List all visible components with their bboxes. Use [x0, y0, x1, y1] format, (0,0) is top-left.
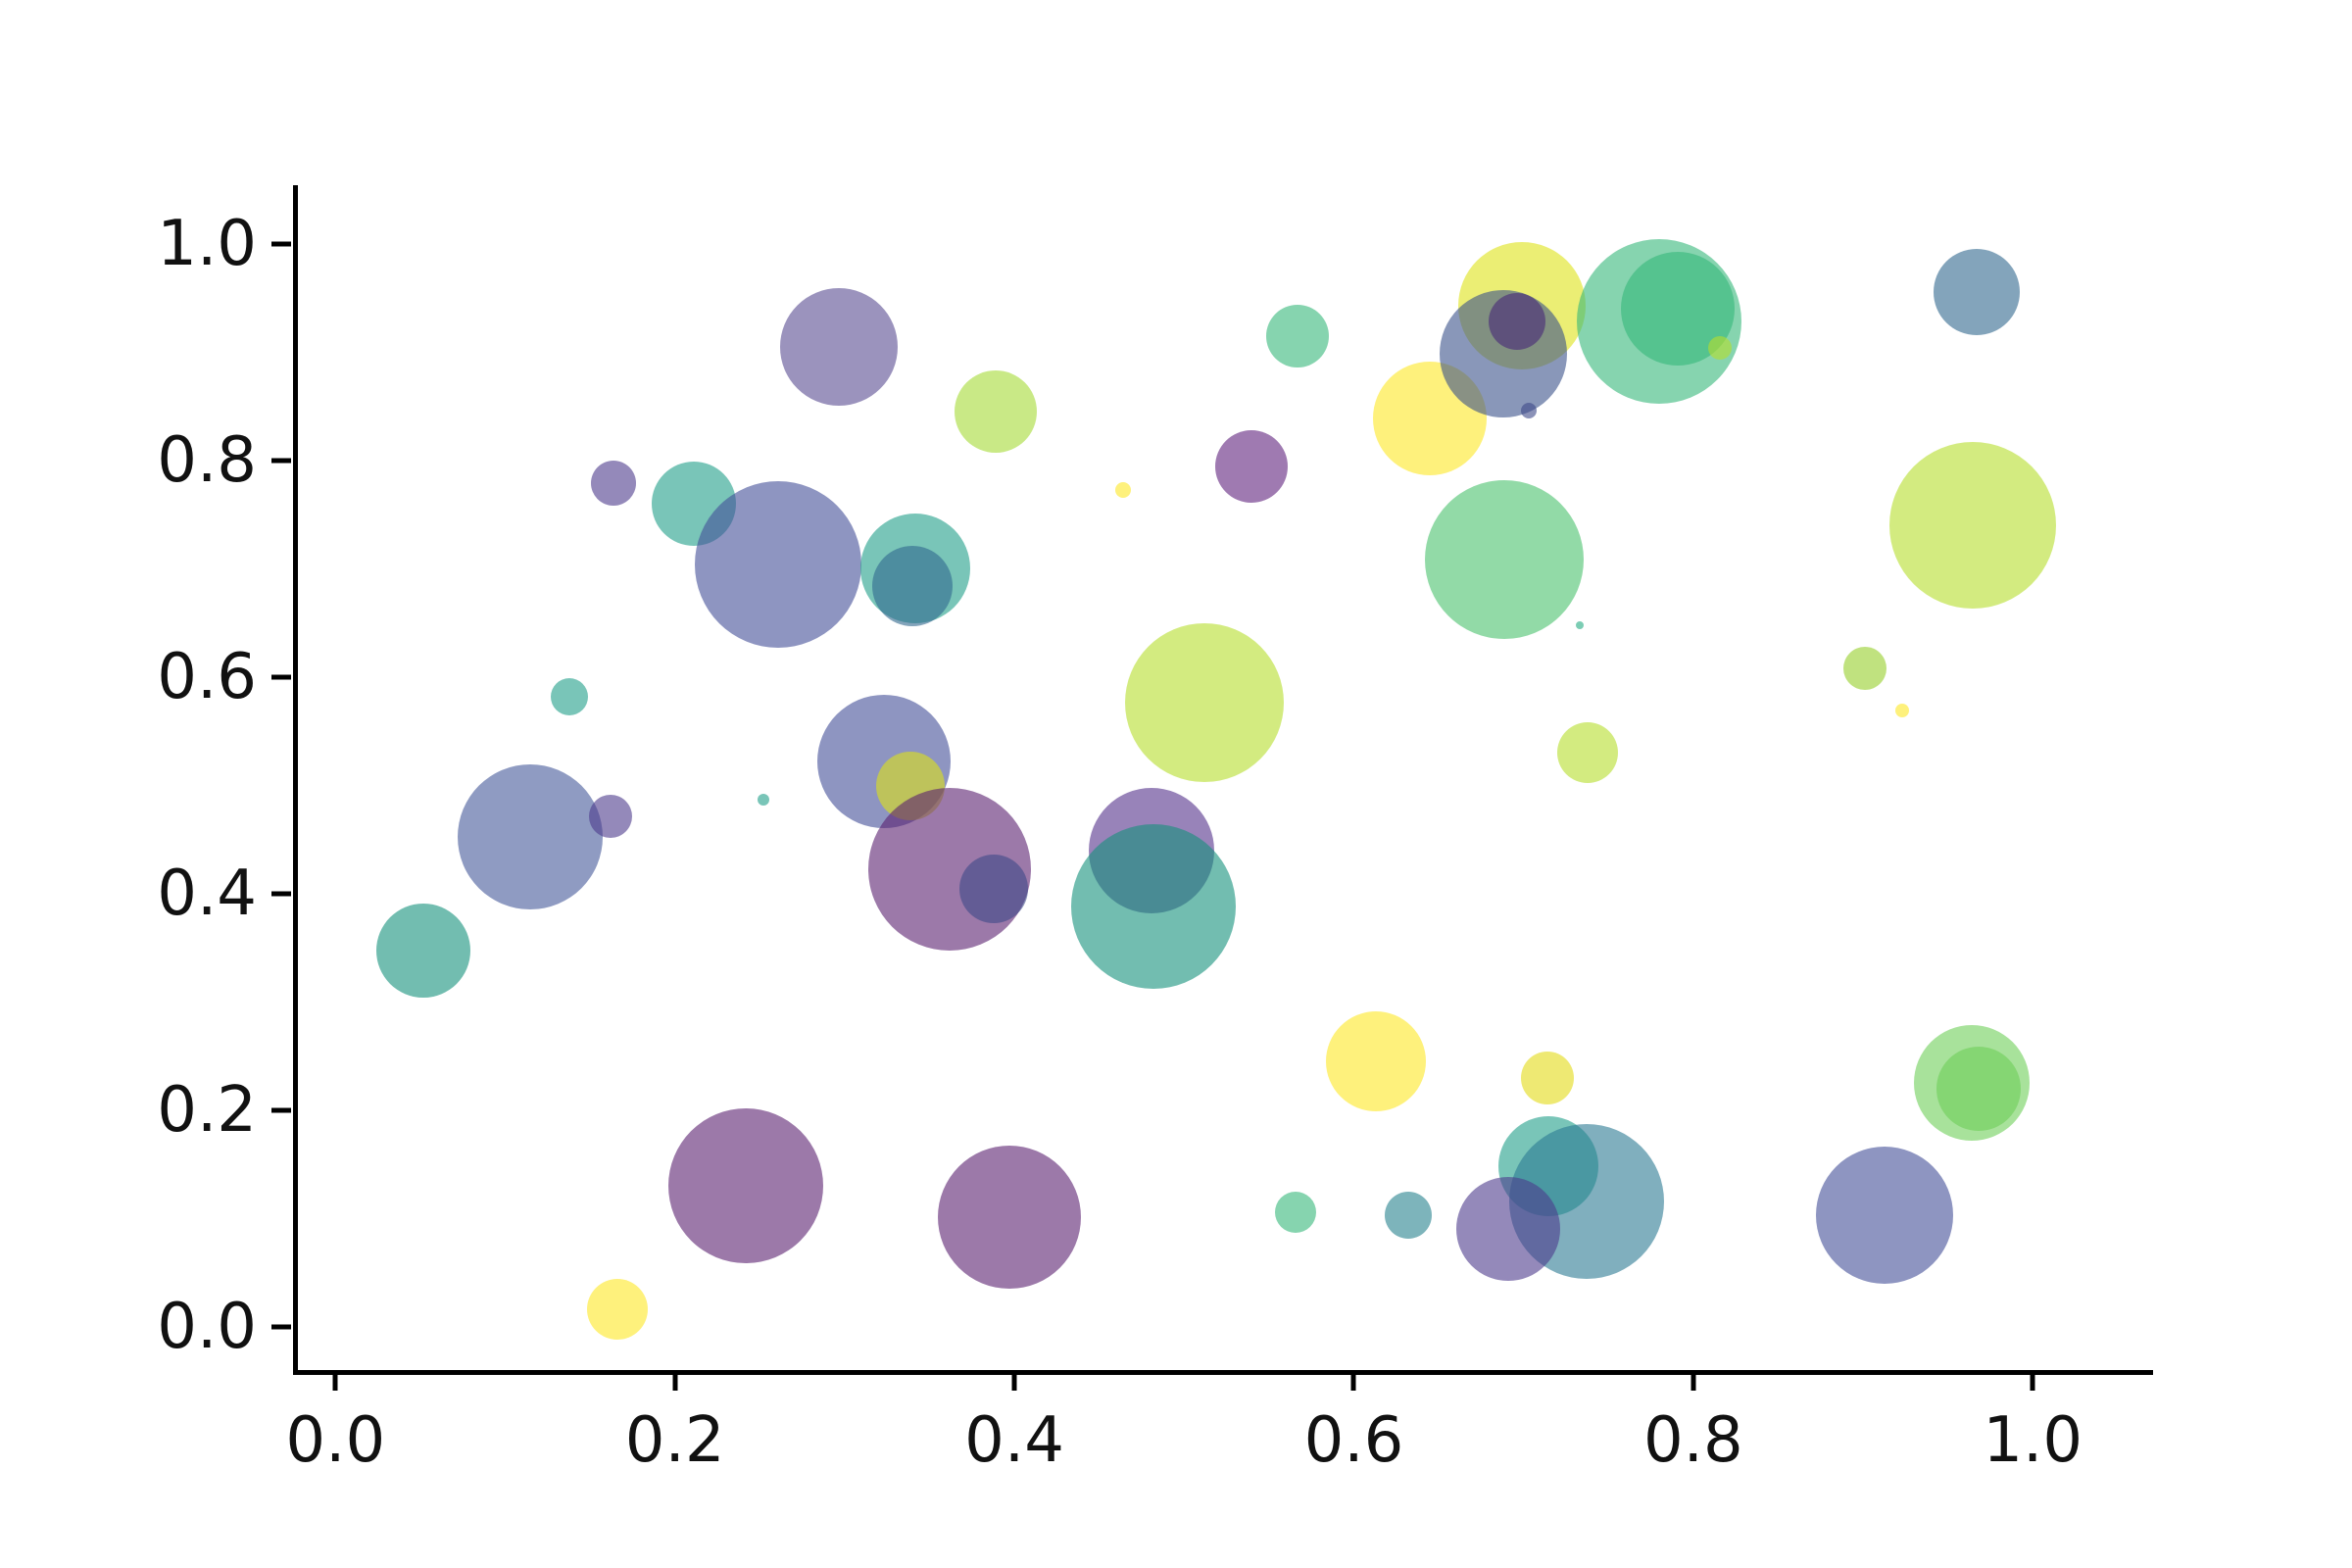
bubble-point-19 — [1933, 249, 2020, 336]
x-axis-tick-label-0.4: 0.4 — [964, 1404, 1064, 1477]
bubble-point-40 — [937, 1146, 1081, 1290]
x-axis-tick-0.2 — [672, 1371, 678, 1391]
bubble-point-49 — [1816, 1146, 1954, 1284]
bubble-point-39 — [668, 1108, 824, 1264]
y-axis-tick-0.2 — [271, 1107, 291, 1113]
bubble-point-0 — [780, 287, 899, 406]
bubble-point-28 — [757, 793, 769, 806]
y-axis-tick-label-0.8: 0.8 — [157, 423, 257, 497]
x-axis-tick-1.0 — [2030, 1371, 2035, 1391]
bubble-point-43 — [1384, 1191, 1432, 1239]
bubble-point-6 — [551, 677, 589, 715]
bubble-point-8 — [1266, 304, 1330, 368]
x-axis-tick-label-0.6: 0.6 — [1303, 1404, 1404, 1477]
bubble-point-25 — [1557, 722, 1619, 784]
y-axis-tick-0.8 — [271, 458, 291, 464]
x-axis-tick-label-0.8: 0.8 — [1642, 1404, 1743, 1477]
bubble-point-41 — [586, 1279, 648, 1341]
bubble-point-15 — [1520, 402, 1537, 418]
y-axis-tick-1.0 — [271, 241, 291, 247]
x-axis-tick-0.6 — [1350, 1371, 1356, 1391]
bubble-point-24 — [1894, 703, 1909, 717]
x-axis-tick-label-1.0: 1.0 — [1983, 1404, 2083, 1477]
bubble-point-36 — [1124, 623, 1284, 783]
bubble-point-27 — [588, 795, 632, 839]
bubble-point-42 — [1275, 1191, 1317, 1233]
bubble-point-18 — [1708, 335, 1733, 360]
bubble-point-21 — [1425, 480, 1585, 640]
bubble-point-38 — [1520, 1051, 1574, 1104]
y-axis-tick-label-0.4: 0.4 — [157, 857, 257, 930]
plot-area — [293, 185, 2153, 1375]
y-axis-tick-label-1.0: 1.0 — [157, 207, 257, 280]
bubble-point-7 — [954, 369, 1037, 453]
bubble-point-26 — [458, 764, 604, 910]
bubble-point-10 — [1114, 481, 1131, 498]
x-axis-tick-label-0.2: 0.2 — [624, 1404, 725, 1477]
x-axis-tick-0.8 — [1690, 1371, 1696, 1391]
bubble-point-3 — [695, 480, 862, 648]
y-axis-tick-0.0 — [271, 1324, 291, 1330]
bubble-point-9 — [1215, 430, 1289, 504]
bubble-point-46 — [1455, 1177, 1560, 1282]
bubble-point-33 — [959, 855, 1029, 924]
x-axis-tick-0.4 — [1011, 1371, 1017, 1391]
bubble-point-5 — [871, 545, 953, 626]
x-axis-tick-label-0.0: 0.0 — [285, 1404, 386, 1477]
y-axis-tick-0.6 — [271, 674, 291, 680]
bubble-point-1 — [591, 460, 637, 506]
bubble-point-22 — [1575, 620, 1584, 629]
x-axis-tick-0.0 — [332, 1371, 338, 1391]
y-axis-tick-label-0.6: 0.6 — [157, 640, 257, 713]
bubble-point-37 — [1325, 1011, 1426, 1112]
bubble-point-48 — [1936, 1046, 2021, 1131]
bubble-point-20 — [1889, 442, 2057, 609]
y-axis-tick-0.4 — [271, 891, 291, 897]
bubble-point-35 — [1070, 824, 1236, 989]
bubble-point-14 — [1488, 293, 1545, 351]
y-axis-tick-label-0.0: 0.0 — [157, 1290, 257, 1363]
bubble-point-23 — [1842, 646, 1886, 690]
y-axis-tick-label-0.2: 0.2 — [157, 1073, 257, 1147]
bubble-point-29 — [376, 904, 471, 999]
